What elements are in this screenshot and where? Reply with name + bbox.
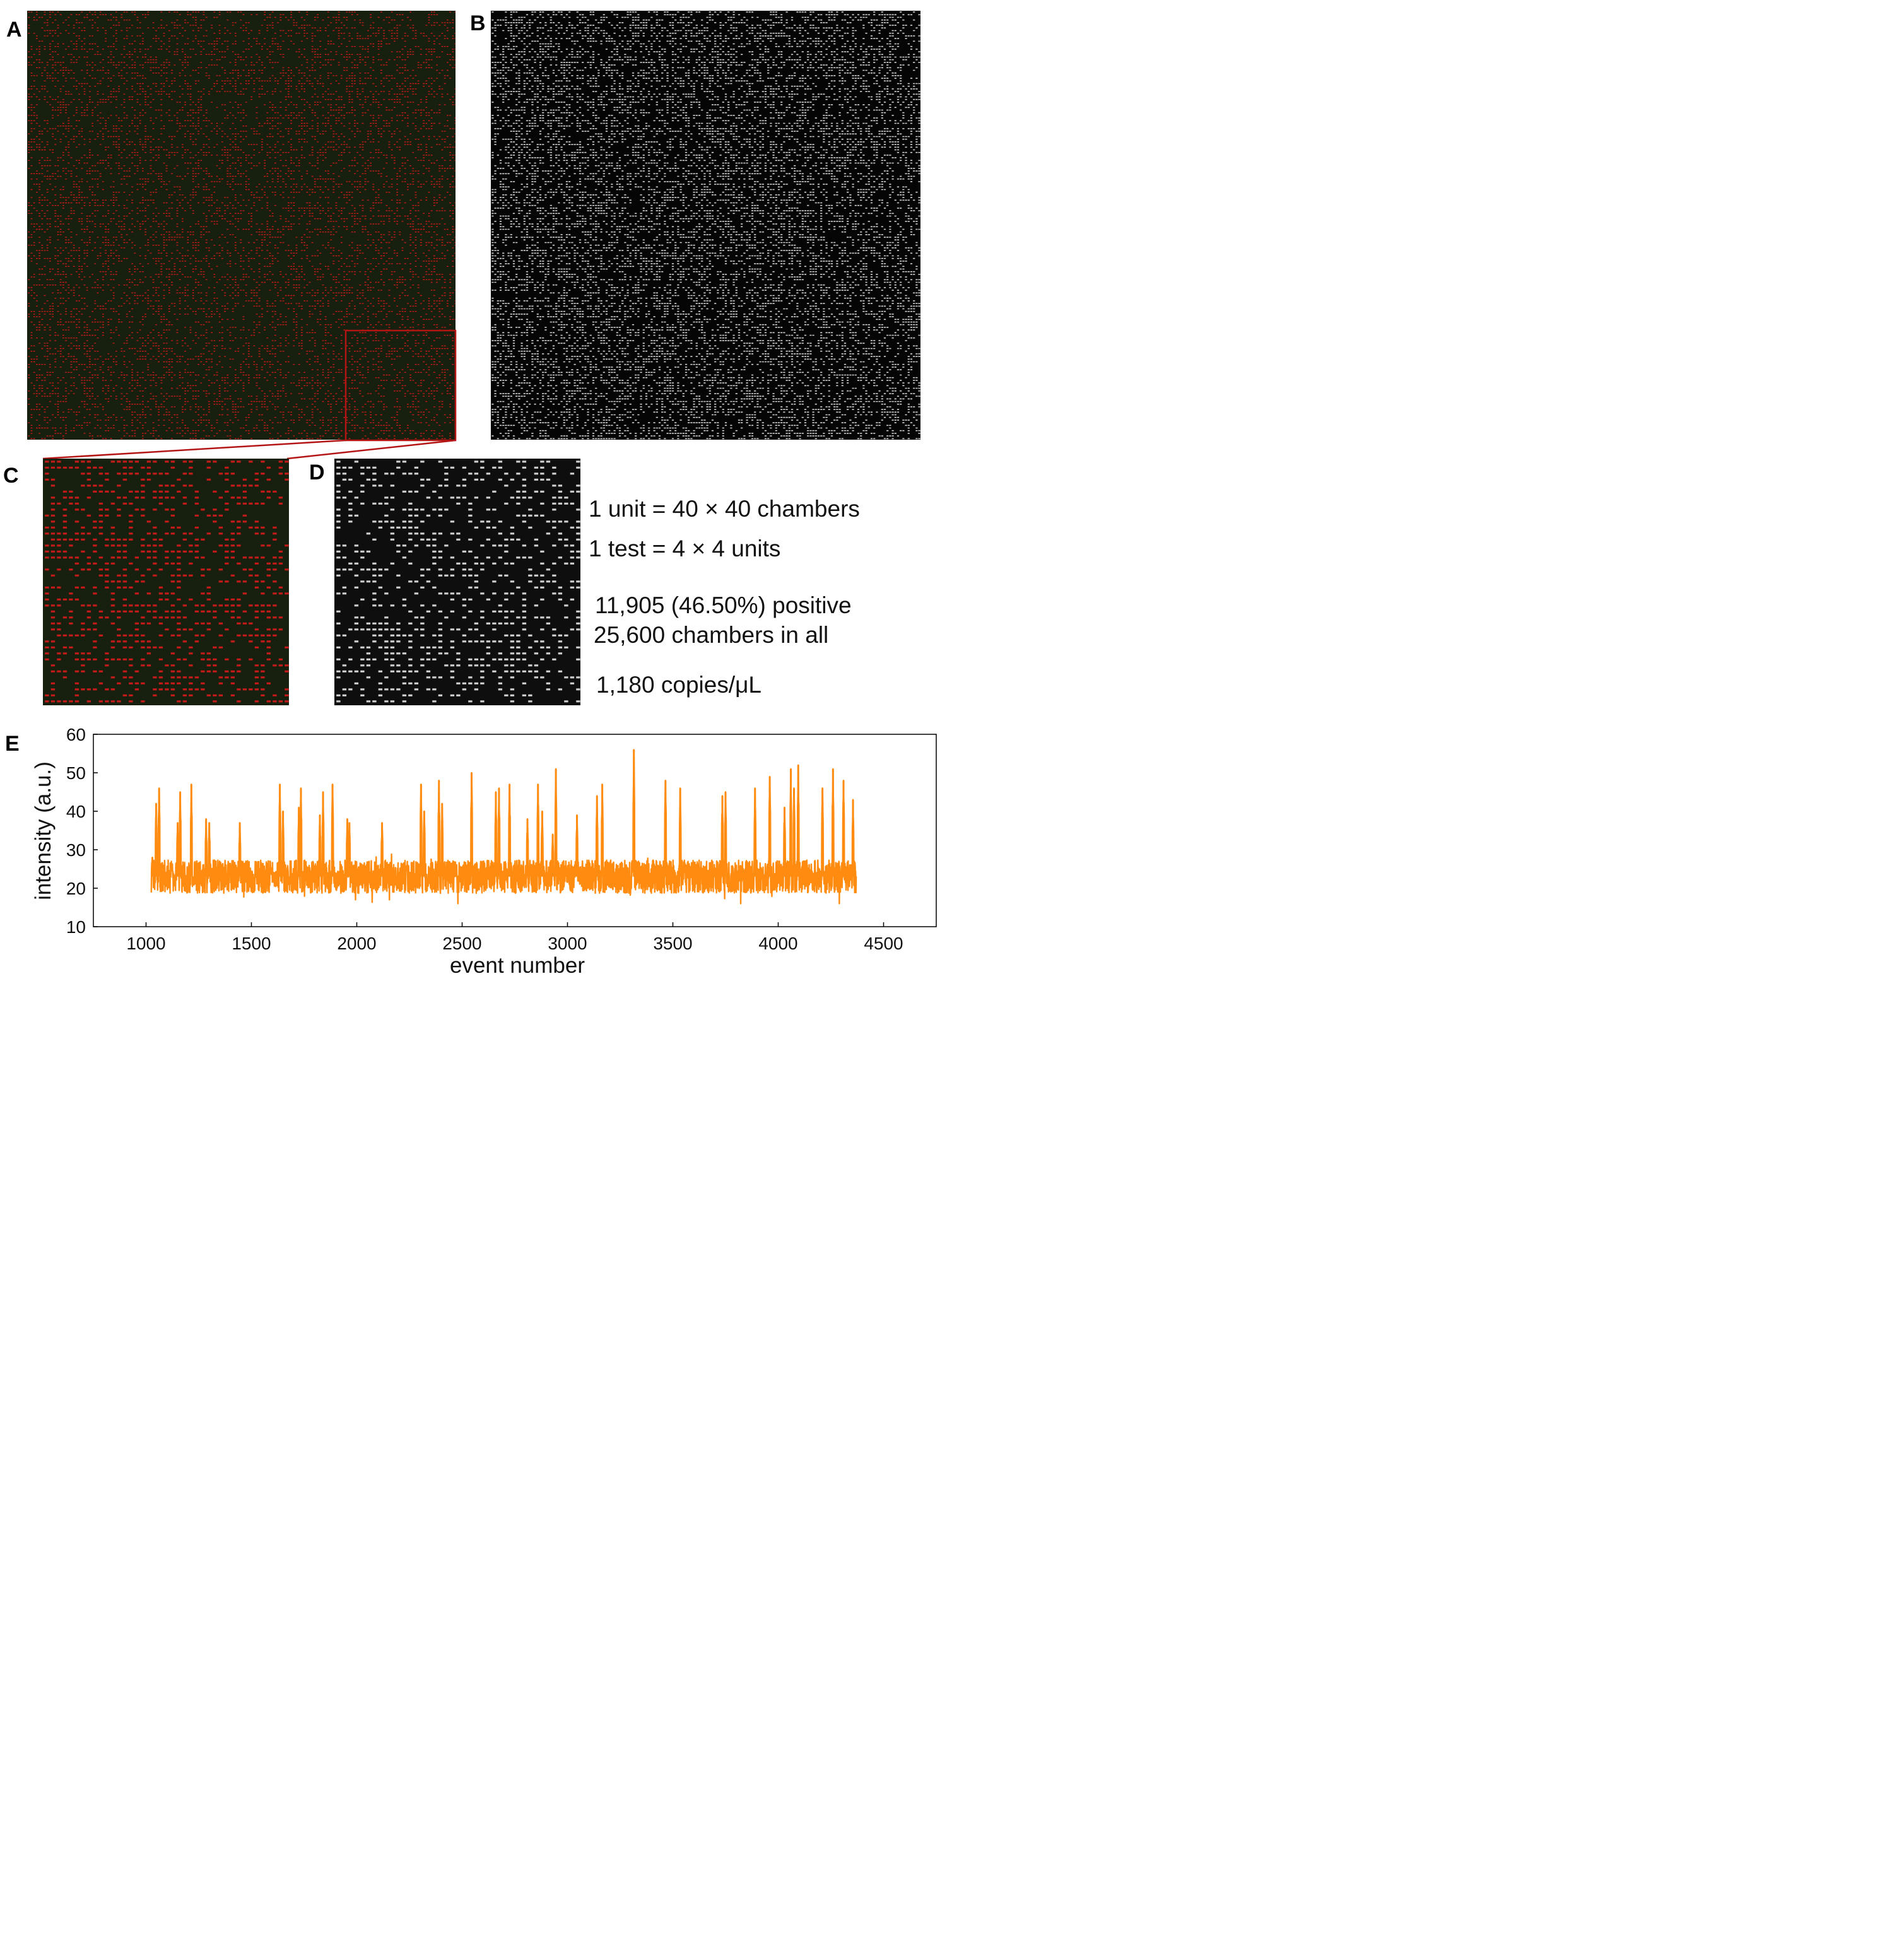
chip-image-zoom-red xyxy=(43,459,289,705)
chip-b-chambers xyxy=(491,11,920,440)
y-tick-label: 40 xyxy=(66,802,86,821)
y-tick-label: 10 xyxy=(66,917,86,937)
x-tick-label: 4000 xyxy=(758,934,797,953)
intensity-trace xyxy=(150,749,857,905)
x-tick-label: 1000 xyxy=(126,934,165,953)
intensity-trace-group xyxy=(150,749,857,905)
panel-label-b: B xyxy=(470,11,486,35)
chip-image-full-gray xyxy=(491,11,920,440)
x-tick-label: 2000 xyxy=(337,934,376,953)
x-tick-label: 2500 xyxy=(442,934,481,953)
test-definition-text: 1 test = 4 × 4 units xyxy=(589,536,781,561)
y-axis-label: intensity (a.u.) xyxy=(31,761,56,900)
y-tick-label: 60 xyxy=(66,725,86,744)
chip-a-chambers xyxy=(28,11,456,439)
plot-frame xyxy=(93,734,937,927)
x-tick-label: 3000 xyxy=(548,934,587,953)
y-tick-label: 30 xyxy=(66,840,86,860)
x-axis-label: event number xyxy=(450,953,585,978)
x-tick-label: 3500 xyxy=(653,934,692,953)
panel-label-d: D xyxy=(309,461,325,484)
chip-b-background xyxy=(491,11,920,440)
x-tick-label: 1500 xyxy=(232,934,271,953)
y-tick-label: 20 xyxy=(66,879,86,898)
chip-d-chambers xyxy=(336,461,580,703)
intensity-chart: 1000 1500 2000 2500 3000 3500 4000 4500 10 20 30 40… xyxy=(31,725,937,978)
y-tick-label: 50 xyxy=(66,763,86,783)
panel-label-e: E xyxy=(5,732,20,756)
chip-c-background xyxy=(43,459,289,705)
panel-label-c: C xyxy=(3,464,19,488)
x-tick-label: 4500 xyxy=(864,934,903,953)
chip-c-chambers xyxy=(45,461,289,703)
chip-image-full-red xyxy=(27,11,456,440)
total-chambers-text: 25,600 chambers in all xyxy=(594,622,829,648)
unit-definition-text: 1 unit = 40 × 40 chambers xyxy=(589,496,860,522)
zoom-line-left xyxy=(42,439,346,460)
positive-count-text: 11,905 (46.50%) positive xyxy=(595,592,852,618)
zoom-line-right xyxy=(286,439,456,460)
panel-label-a: A xyxy=(6,18,22,42)
chip-a-background xyxy=(27,11,456,440)
chip-image-zoom-gray xyxy=(334,459,580,705)
concentration-text: 1,180 copies/μL xyxy=(596,672,761,698)
